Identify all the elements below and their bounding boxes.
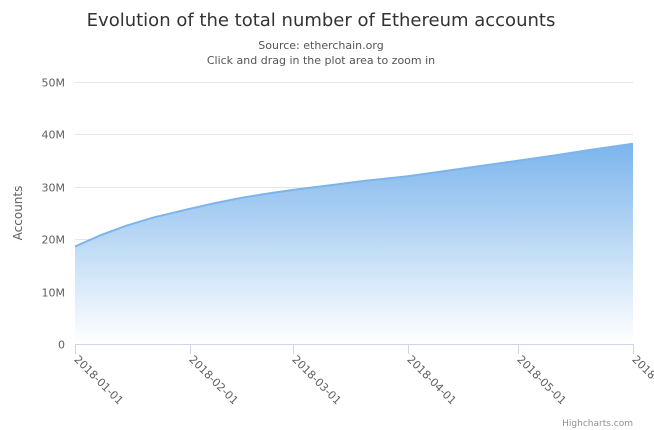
y-tick-label: 40M [42, 129, 66, 142]
series-area-fill [75, 143, 633, 344]
x-tick-label: 2018-02-01 [186, 353, 240, 407]
series-line [74, 142, 634, 248]
chart-subtitle-source: Source: etherchain.org [258, 39, 383, 52]
chart-subtitle-zoom-hint: Click and drag in the plot area to zoom … [207, 54, 435, 67]
y-axis-title: Accounts [11, 186, 25, 241]
chart-title: Evolution of the total number of Ethereu… [87, 10, 556, 31]
y-tick-label: 20M [42, 234, 66, 247]
credits-link[interactable]: Highcharts.com [562, 419, 633, 429]
y-tick-label: 30M [42, 182, 66, 195]
x-tick-label: 2018-01-01 [71, 353, 125, 407]
x-tick-label: 2018-05-01 [514, 353, 568, 407]
y-tick-label: 0 [58, 339, 65, 352]
y-tick-label: 50M [42, 77, 66, 90]
x-tick-label: 2018-03-01 [289, 353, 343, 407]
x-tick-label: 2018-06-01 [629, 353, 654, 407]
x-tick-label: 2018-04-01 [404, 353, 458, 407]
y-tick-label: 10M [42, 287, 66, 300]
x-axis: 2018-01-01 2018-02-01 2018-03-01 2018-04-01… [71, 344, 654, 407]
plot-area[interactable] [74, 142, 634, 344]
y-axis: 0 10M 20M 30M 40M 50M [42, 77, 66, 352]
